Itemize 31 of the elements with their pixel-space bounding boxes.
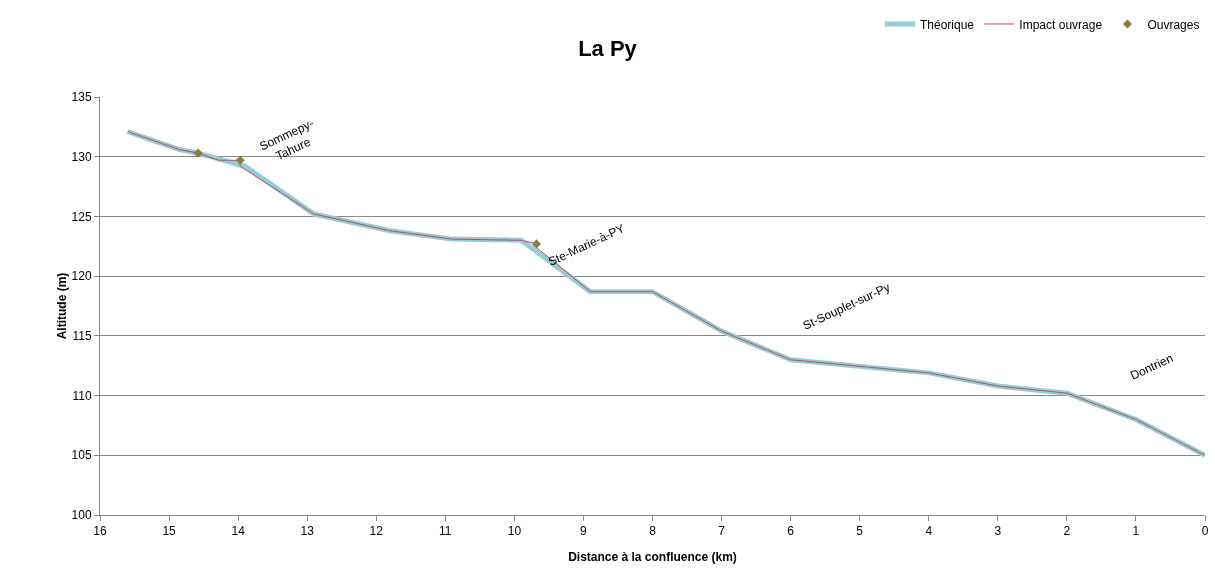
y-tick-label: 125 [71, 209, 92, 224]
x-axis-title: Distance à la confluence (km) [568, 550, 737, 564]
y-tick-label: 130 [71, 149, 92, 164]
x-tick-label: 13 [300, 524, 315, 539]
x-tick-label: 1 [1132, 524, 1140, 539]
x-tick-label: 14 [231, 524, 246, 539]
y-tick-label: 120 [71, 269, 92, 284]
legend-label: Impact ouvrage [1019, 17, 1103, 32]
y-tick-label: 100 [71, 508, 92, 523]
x-tick-label: 10 [507, 524, 522, 539]
x-tick-label: 7 [718, 524, 726, 539]
y-axis-title: Altitude (m) [55, 272, 69, 340]
x-tick-label: 12 [369, 524, 384, 539]
chart-title: La Py [578, 35, 638, 61]
legend-label: Théorique [920, 17, 975, 32]
x-tick-label: 2 [1063, 524, 1071, 539]
y-tick-label: 105 [71, 448, 92, 463]
x-tick-label: 8 [649, 524, 657, 539]
legend-label: Ouvrages [1147, 17, 1200, 32]
x-tick-label: 16 [93, 524, 107, 539]
x-tick-label: 0 [1201, 524, 1209, 539]
y-tick-label: 115 [72, 329, 92, 344]
y-tick-label: 110 [72, 388, 92, 403]
x-tick-label: 9 [580, 524, 588, 539]
x-tick-label: 4 [925, 524, 933, 539]
x-tick-label: 11 [439, 524, 452, 539]
x-tick-label: 15 [162, 524, 177, 539]
y-tick-label: 135 [71, 90, 92, 105]
x-tick-label: 3 [994, 524, 1002, 539]
x-tick-label: 5 [856, 524, 864, 539]
x-tick-label: 6 [787, 524, 795, 539]
